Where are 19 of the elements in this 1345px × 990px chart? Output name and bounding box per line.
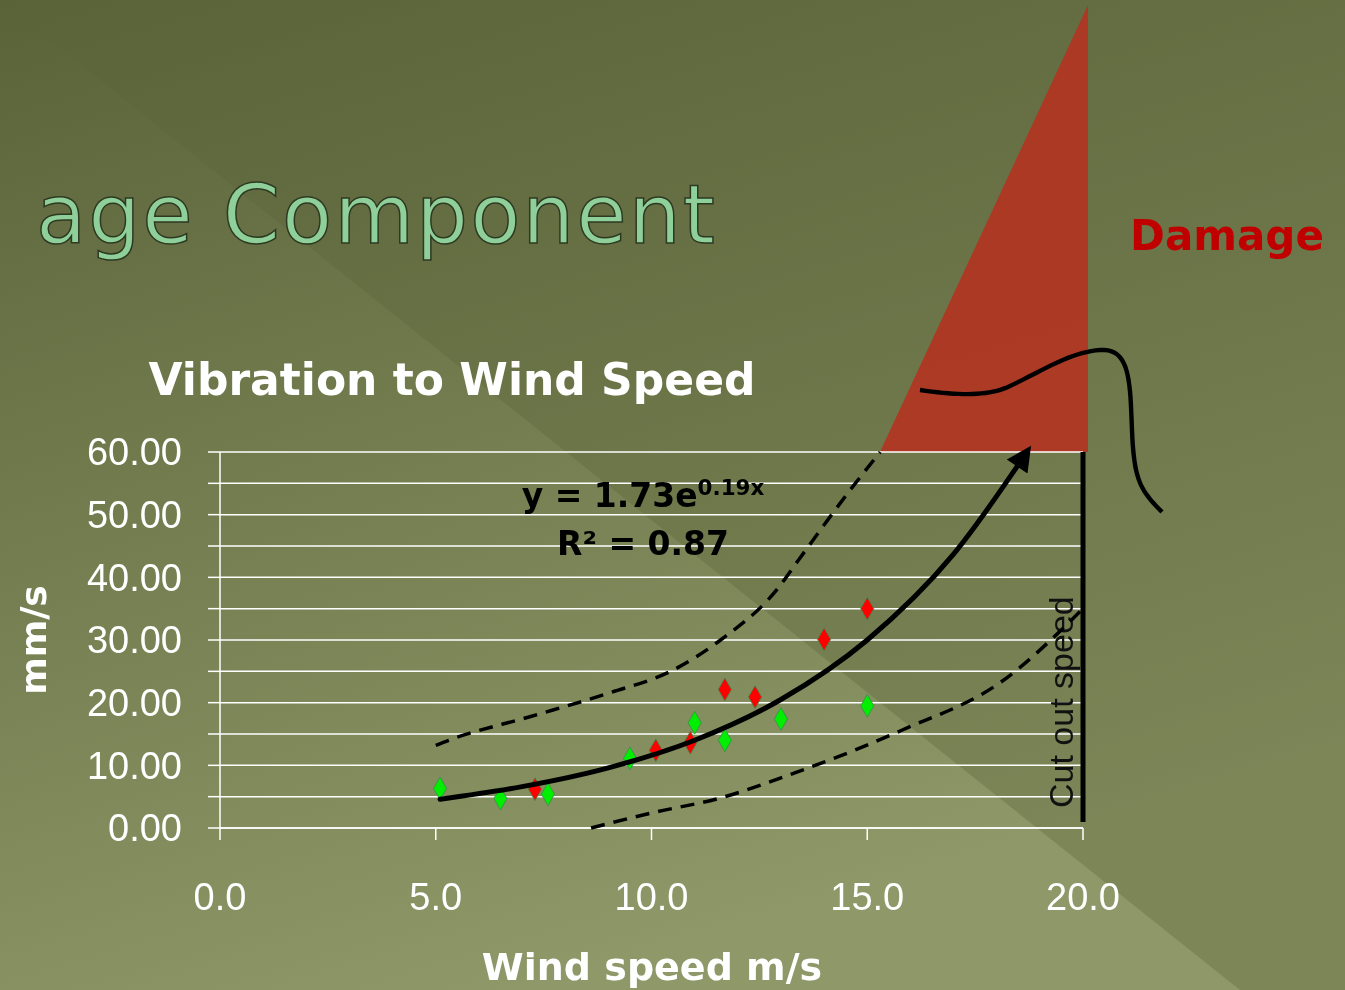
line-series: [434, 450, 882, 748]
x-axis-title: Wind speed m/s: [481, 945, 823, 989]
y-tick-label: 10.00: [86, 744, 182, 787]
y-tick-label: 0.00: [108, 807, 182, 850]
x-tick-label: 10.0: [614, 876, 689, 918]
x-tick-label: 15.0: [830, 876, 905, 918]
x-tick-label: 0.0: [193, 876, 247, 918]
text: Damage: [1130, 211, 1324, 260]
y-axis-title: mm/s: [13, 585, 54, 695]
text: age Component: [36, 167, 717, 262]
chart-title: Vibration to Wind Speed: [148, 354, 756, 405]
x-tick-label: 5.0: [409, 876, 463, 918]
ref-line-label: Cut out speed: [1042, 596, 1080, 808]
y-tick-label: 30.00: [86, 619, 182, 662]
y-tick-label: 60.00: [86, 431, 182, 474]
y-tick-label: 50.00: [86, 493, 182, 536]
y-tick-label: 20.00: [86, 681, 182, 724]
x-tick-label: 20.0: [1046, 876, 1120, 918]
y-tick-label: 40.00: [86, 556, 182, 599]
